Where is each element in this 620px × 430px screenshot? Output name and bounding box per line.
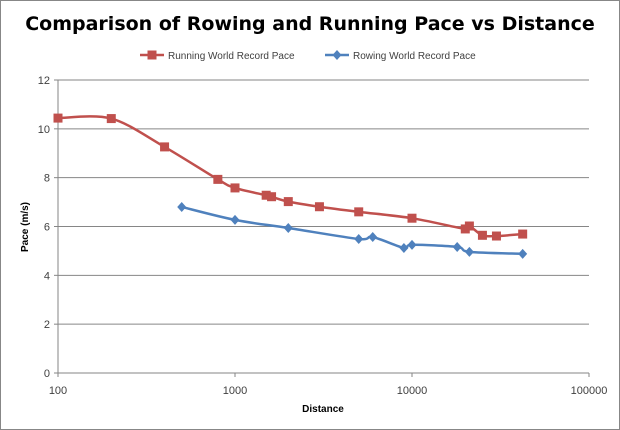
y-axis-label: Pace (m/s) xyxy=(20,202,31,252)
legend-label: Running World Record Pace xyxy=(168,51,295,62)
legend-label: Rowing World Record Pace xyxy=(353,51,476,62)
x-tick-label: 10000 xyxy=(397,385,428,397)
data-point xyxy=(354,233,364,244)
data-point xyxy=(314,202,324,212)
data-point xyxy=(261,190,271,200)
data-point xyxy=(368,231,378,242)
y-tick-label: 0 xyxy=(44,368,50,380)
data-point xyxy=(491,231,501,241)
x-tick-label: 100 xyxy=(49,385,67,397)
data-point xyxy=(407,213,417,223)
y-tick-label: 6 xyxy=(44,222,50,234)
chart-title: Comparison of Rowing and Running Pace vs… xyxy=(25,13,595,35)
data-point xyxy=(53,113,63,123)
data-point xyxy=(464,221,474,231)
series-line xyxy=(57,115,523,238)
y-tick-label: 10 xyxy=(38,124,50,136)
data-point xyxy=(354,207,364,217)
legend-item: Rowing World Record Pace xyxy=(325,50,476,62)
data-point xyxy=(283,197,293,207)
data-point xyxy=(452,242,462,253)
data-point xyxy=(177,201,187,212)
series-running xyxy=(53,113,528,241)
series-rowing xyxy=(177,201,528,259)
data-point xyxy=(464,246,474,257)
data-point xyxy=(267,192,277,202)
legend: Running World Record Pace Rowing World Re… xyxy=(140,50,476,62)
data-point xyxy=(399,242,409,253)
x-tick-label: 1000 xyxy=(223,385,247,397)
legend-marker xyxy=(332,50,342,60)
data-point xyxy=(230,183,240,193)
series-line xyxy=(181,205,523,256)
data-point xyxy=(213,174,223,184)
legend-item: Running World Record Pace xyxy=(140,50,295,62)
data-point xyxy=(106,114,116,124)
y-tick-label: 12 xyxy=(38,75,50,87)
y-tick-label: 2 xyxy=(44,319,50,331)
axes: 0 2 4 6 8 10 12 100 1000 10000 100000 xyxy=(38,75,608,397)
x-axis-label: Distance xyxy=(302,404,344,415)
data-point xyxy=(160,142,170,152)
x-tick-label: 100000 xyxy=(571,385,608,397)
data-point xyxy=(283,222,293,233)
y-tick-label: 4 xyxy=(44,270,50,282)
data-point xyxy=(518,229,528,239)
data-point xyxy=(230,214,240,225)
data-point xyxy=(407,239,417,250)
y-tick-label: 8 xyxy=(44,173,50,185)
gridlines xyxy=(58,79,589,325)
legend-marker xyxy=(147,50,157,60)
data-point xyxy=(477,230,487,240)
data-point xyxy=(518,248,528,259)
series-group xyxy=(53,113,528,259)
